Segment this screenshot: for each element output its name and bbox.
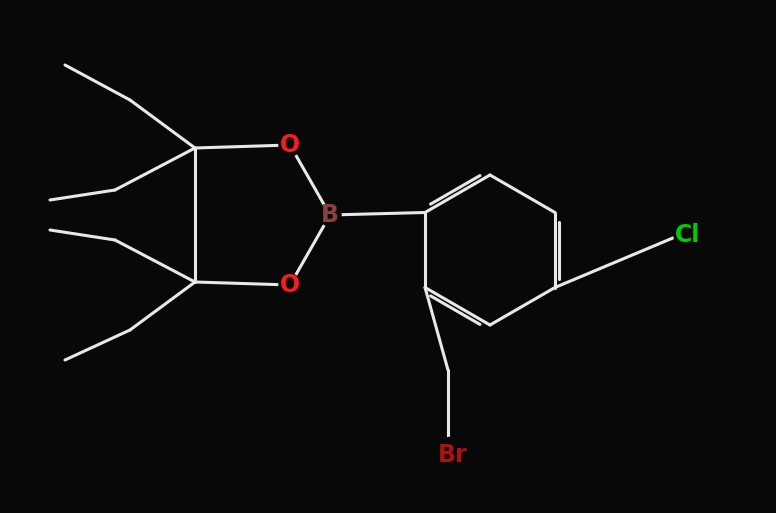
Text: Br: Br bbox=[438, 443, 468, 467]
Circle shape bbox=[279, 134, 301, 156]
Text: B: B bbox=[321, 203, 339, 227]
Circle shape bbox=[319, 204, 341, 226]
Circle shape bbox=[674, 219, 706, 251]
Circle shape bbox=[435, 437, 471, 473]
Text: Cl: Cl bbox=[675, 223, 701, 247]
Text: O: O bbox=[280, 133, 300, 157]
Text: O: O bbox=[280, 273, 300, 297]
Circle shape bbox=[279, 274, 301, 296]
